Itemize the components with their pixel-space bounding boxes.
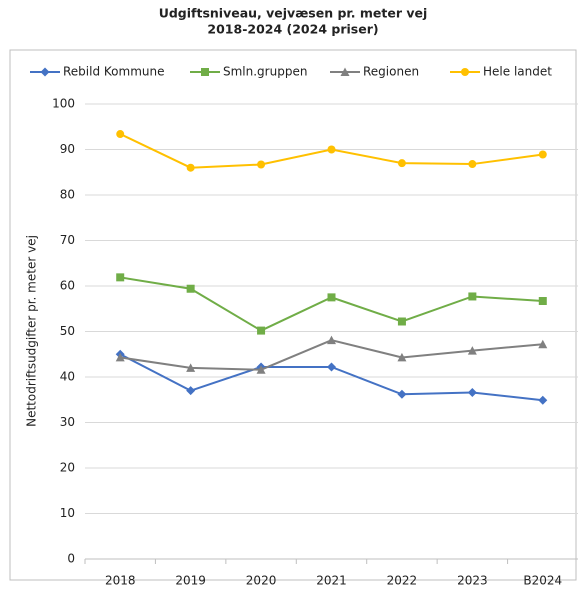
marker	[397, 389, 407, 399]
marker	[257, 326, 266, 335]
marker	[116, 273, 125, 282]
marker	[327, 293, 336, 302]
y-tick-label: 90	[60, 142, 75, 156]
x-tick-label: 2022	[387, 574, 418, 588]
legend-label: Hele landet	[483, 65, 552, 79]
marker	[327, 362, 336, 372]
marker	[186, 163, 195, 172]
marker	[467, 387, 477, 397]
marker	[468, 292, 477, 301]
x-tick-label: B2024	[523, 574, 562, 588]
marker	[327, 145, 336, 154]
x-tick-label: 2021	[316, 574, 347, 588]
series-line	[120, 276, 543, 332]
marker	[186, 386, 196, 396]
x-tick-label: 2023	[457, 574, 488, 588]
x-tick-label: 2018	[105, 574, 136, 588]
marker	[327, 335, 336, 345]
y-tick-label: 100	[52, 97, 75, 111]
chart-border	[9, 49, 577, 581]
y-tick-label: 30	[60, 415, 75, 429]
marker	[40, 67, 50, 77]
legend-label: Rebild Kommune	[63, 65, 164, 79]
marker	[468, 160, 477, 169]
marker	[538, 395, 548, 405]
marker	[115, 352, 125, 362]
marker	[186, 284, 195, 293]
marker	[256, 365, 266, 374]
marker	[397, 352, 407, 362]
y-tick-label: 80	[60, 188, 75, 202]
x-tick-label: 2019	[175, 574, 206, 588]
marker	[186, 363, 196, 372]
chart-title: Udgiftsniveau, vejvæsen pr. meter vej	[159, 6, 428, 21]
marker	[340, 67, 350, 76]
marker	[201, 68, 209, 76]
y-tick-label: 10	[60, 506, 75, 520]
x-tick-label: 2020	[246, 574, 277, 588]
y-tick-label: 0	[67, 552, 75, 566]
legend-label: Regionen	[363, 65, 419, 79]
legend-label: Smln.gruppen	[223, 65, 307, 79]
y-tick-label: 60	[60, 279, 75, 293]
marker	[461, 68, 469, 76]
chart-title: 2018-2024 (2024 priser)	[207, 22, 378, 37]
marker	[397, 159, 406, 168]
marker	[538, 150, 547, 159]
y-axis-label: Nettodriftsudgifter pr. meter vej	[25, 235, 39, 427]
marker	[397, 317, 406, 326]
marker	[116, 130, 125, 139]
y-tick-label: 70	[60, 233, 75, 247]
marker	[538, 297, 547, 306]
y-tick-label: 20	[60, 461, 75, 475]
y-tick-label: 50	[60, 324, 75, 338]
marker	[257, 160, 266, 169]
y-tick-label: 40	[60, 370, 75, 384]
marker	[538, 339, 548, 349]
marker	[467, 346, 477, 355]
